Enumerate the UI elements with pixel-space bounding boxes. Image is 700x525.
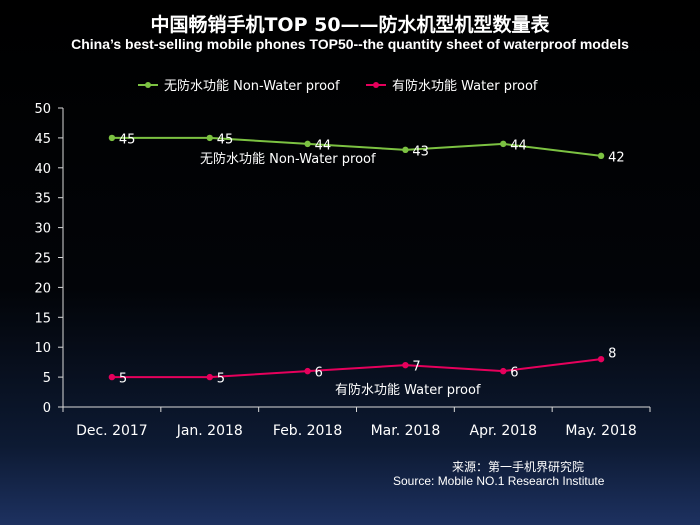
- legend-label: 无防水功能 Non-Water proof: [164, 78, 340, 94]
- chart-series: 45 45 44 43 44 42 无防水功能 Non-Water proof 5 5 6 7 6 8 有…: [108, 132, 625, 398]
- x-tick-label: Jan. 2018: [176, 423, 243, 439]
- data-label: 45: [119, 132, 136, 147]
- y-tick-label: 0: [43, 401, 51, 416]
- data-label: 8: [608, 347, 616, 362]
- data-point: [108, 134, 116, 142]
- source-english: Source: Mobile NO.1 Research Institute: [393, 474, 605, 488]
- data-point: [597, 152, 605, 160]
- data-label: 6: [510, 366, 518, 381]
- y-tick-label: 50: [34, 102, 51, 117]
- y-tick-label: 25: [34, 252, 51, 267]
- x-tick-label: Dec. 2017: [76, 423, 148, 439]
- y-tick-label: 30: [34, 222, 51, 237]
- data-point: [304, 367, 311, 375]
- x-tick-label: Apr. 2018: [470, 423, 537, 439]
- data-label: 43: [412, 144, 429, 159]
- y-tick-label: 15: [34, 311, 51, 326]
- data-point: [206, 134, 213, 142]
- legend-swatch-marker: [145, 82, 151, 88]
- data-point: [597, 355, 605, 363]
- data-point: [500, 140, 507, 148]
- y-tick-label: 40: [34, 162, 51, 177]
- x-tick-label: Feb. 2018: [273, 423, 342, 439]
- data-point: [402, 146, 409, 154]
- y-tick-label: 5: [43, 371, 51, 386]
- series-line: [111, 136, 602, 157]
- legend-swatch-marker: [373, 82, 379, 88]
- y-tick-label: 35: [34, 192, 51, 207]
- y-tick-label: 20: [34, 281, 51, 296]
- chart-axes: 0 5 10 15 20 25 30 35 40 45 50 Dec. 2017 Jan. 2018 Fe…: [34, 102, 651, 439]
- data-label: 7: [412, 360, 420, 375]
- legend-label: 有防水功能 Water proof: [392, 78, 538, 94]
- data-point: [304, 140, 311, 148]
- x-tick-label: Mar. 2018: [371, 423, 441, 439]
- series-annotation: 无防水功能 Non-Water proof: [200, 151, 376, 167]
- data-label: 44: [510, 138, 527, 153]
- x-tick-label: May. 2018: [565, 423, 636, 439]
- series-annotation: 有防水功能 Water proof: [335, 382, 481, 398]
- series-line: [111, 358, 602, 379]
- data-point: [206, 373, 213, 381]
- data-point: [500, 367, 507, 375]
- data-label: 45: [217, 132, 234, 147]
- data-point: [402, 361, 409, 369]
- data-label: 44: [315, 138, 332, 153]
- y-tick-label: 45: [34, 132, 51, 147]
- data-label: 6: [315, 366, 323, 381]
- data-label: 5: [217, 372, 225, 387]
- chart-title: 中国畅销手机TOP 50——防水机型机型数量表: [150, 14, 550, 36]
- data-point: [108, 373, 116, 381]
- data-label: 5: [119, 372, 127, 387]
- source-chinese: 来源：第一手机界研究院: [452, 460, 585, 474]
- chart-subtitle: China’s best-selling mobile phones TOP50…: [71, 36, 629, 52]
- y-tick-label: 10: [34, 341, 51, 356]
- data-label: 42: [608, 150, 625, 165]
- legend: 无防水功能 Non-Water proof 有防水功能 Water proof: [138, 78, 538, 94]
